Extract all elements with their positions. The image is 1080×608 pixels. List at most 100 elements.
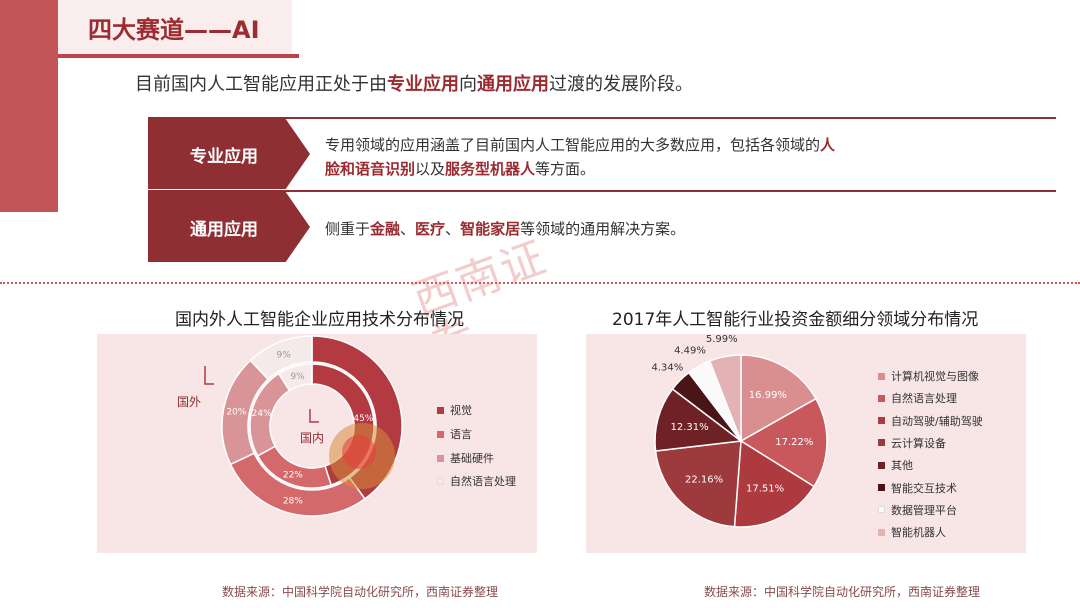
legend-swatch: [437, 430, 444, 438]
pie-slice: [654, 440, 742, 528]
header-accent-bar: [0, 0, 58, 212]
row1-tail: 等方面。: [535, 160, 596, 178]
pie-slice: [740, 354, 817, 443]
legend-swatch: [437, 477, 444, 485]
intro-bold-2: 通用应用: [477, 74, 549, 95]
row1-bold-3: 服务型机器人: [445, 160, 536, 178]
row2-sep-1: 、: [400, 220, 416, 238]
annotation-label-domestic: 国内: [300, 431, 324, 445]
chart1-legend-item: 语言: [437, 426, 472, 442]
page-title: 四大赛道——AI: [88, 16, 260, 44]
pie-slice: [733, 439, 816, 528]
legend-label: 语言: [450, 428, 472, 441]
donut-data-label: 20%: [226, 408, 246, 418]
highlight-marker: [342, 435, 376, 469]
annotation-label-foreign: 国外: [177, 395, 201, 409]
chart1-legend-item: 视觉: [437, 402, 472, 418]
donut-data-label: 9%: [277, 350, 292, 360]
chart2-legend-item: 智能交互技术: [878, 480, 957, 496]
legend-label: 自然语言处理: [450, 475, 516, 488]
chart2-legend-item: 自动驾驶/辅助驾驶: [878, 413, 983, 429]
legend-swatch: [878, 484, 885, 491]
chart2-source: 数据来源：中国科学院自动化研究所，西南证券整理: [704, 585, 981, 599]
chart2-legend-item: 智能机器人: [878, 524, 946, 540]
legend-label: 计算机视觉与图像: [891, 370, 979, 383]
chart2-legend-item: 数据管理平台: [878, 502, 957, 518]
chart2-panel: 16.99% 17.22% 17.51% 22.16% 12.31% 4.34% 4.49%…: [586, 334, 1026, 553]
intro-part-3: 过渡的发展阶段。: [549, 74, 693, 95]
pie-data-label: 22.16%: [685, 474, 723, 485]
row2-bold-3: 智能家居: [460, 220, 521, 238]
row-text-general: 侧重于金融、医疗、智能家居等领域的通用解决方案。: [325, 217, 965, 241]
row-label-specialized: 专业应用: [148, 119, 310, 189]
donut-data-label: 24%: [252, 409, 272, 419]
row2-tail: 等领域的通用解决方案。: [520, 220, 686, 238]
pie-data-label: 12.31%: [670, 422, 708, 433]
legend-label: 基础硬件: [450, 452, 494, 465]
chart1-title: 国内外人工智能企业应用技术分布情况: [175, 310, 464, 330]
intro-text: 目前国内人工智能应用正处于由专业应用向通用应用过渡的发展阶段。: [135, 70, 693, 96]
legend-swatch: [878, 394, 885, 402]
row-label-general-text: 通用应用: [190, 219, 258, 240]
pie-data-label: 4.34%: [651, 363, 683, 374]
row-label-general: 通用应用: [148, 192, 310, 262]
row1-bold-2: 脸和语音识别: [325, 160, 416, 178]
legend-label: 自动驾驶/辅助驾驶: [891, 414, 983, 428]
row1-mid: 以及: [415, 160, 446, 178]
legend-label: 智能交互技术: [891, 481, 957, 495]
legend-swatch: [878, 372, 885, 380]
annotation-arrow: [204, 366, 214, 385]
pie-slice: [708, 354, 742, 442]
chart2-legend-item: 云计算设备: [878, 435, 946, 451]
legend-label: 自然语言处理: [891, 392, 957, 406]
legend-label: 云计算设备: [891, 436, 946, 450]
pie-data-label: 17.51%: [746, 484, 784, 495]
donut-data-label: 9%: [290, 372, 305, 382]
pie-slice: [654, 387, 743, 452]
title-underline: [58, 54, 299, 58]
chart1-legend-item: 基础硬件: [437, 450, 494, 466]
donut-segment: [249, 335, 313, 381]
chart2-pie: 16.99% 17.22% 17.51% 22.16% 12.31% 4.34% 4.49%…: [651, 334, 828, 528]
section-divider: [0, 282, 1080, 284]
row2-part-1: 侧重于: [325, 220, 371, 238]
annotation-arrow: [309, 409, 319, 423]
intro-part-2: 向: [459, 74, 477, 95]
chart1-legend-item: 自然语言处理: [437, 473, 516, 489]
pie-data-label: 16.99%: [749, 390, 787, 401]
row-label-specialized-text: 专业应用: [190, 146, 258, 167]
legend-label: 数据管理平台: [891, 503, 957, 517]
row2-sep-2: 、: [445, 220, 461, 238]
pie-data-label: 5.99%: [706, 334, 738, 345]
row-text-specialized: 专用领域的应用涵盖了目前国内人工智能应用的大多数应用，包括各领域的人脸和语音识别…: [325, 133, 965, 181]
donut-data-label: 28%: [283, 497, 303, 507]
donut-data-label: 22%: [283, 470, 303, 480]
legend-swatch: [878, 528, 885, 536]
row1-line1: 专用领域的应用涵盖了目前国内人工智能应用的大多数应用，包括各领域的: [325, 136, 821, 154]
intro-part-1: 目前国内人工智能应用正处于由: [135, 74, 387, 95]
chart2-legend-item: 自然语言处理: [878, 390, 957, 406]
pie-slice: [739, 397, 828, 488]
row-divider-middle: [148, 190, 1056, 192]
donut-data-label: 45%: [353, 414, 373, 424]
chart2-legend-item: 计算机视觉与图像: [878, 368, 979, 384]
legend-swatch: [437, 454, 444, 462]
pie-data-label: 4.49%: [674, 345, 706, 356]
chart1-source: 数据来源：中国科学院自动化研究所，西南证券整理: [222, 585, 499, 599]
row1-bold-1: 人: [820, 136, 836, 154]
chart1-panel: 28% 20% 9% 45% 22% 24% 9% 国外国内 视觉 语言 基础硬件 自然语言处…: [97, 334, 537, 553]
legend-label: 智能机器人: [891, 526, 946, 540]
chart2-title: 2017年人工智能行业投资金额细分领域分布情况: [612, 310, 979, 330]
row2-bold-2: 医疗: [415, 220, 446, 238]
legend-swatch: [878, 461, 885, 469]
pie-data-label: 17.22%: [775, 437, 813, 448]
intro-bold-1: 专业应用: [387, 74, 459, 95]
row-divider-top: [148, 117, 1056, 119]
legend-swatch: [878, 417, 885, 425]
row2-bold-1: 金融: [370, 220, 401, 238]
title-background: [58, 0, 292, 54]
legend-label: 视觉: [450, 404, 472, 417]
legend-swatch: [437, 406, 444, 414]
chart2-legend-item: 其他: [878, 457, 913, 473]
